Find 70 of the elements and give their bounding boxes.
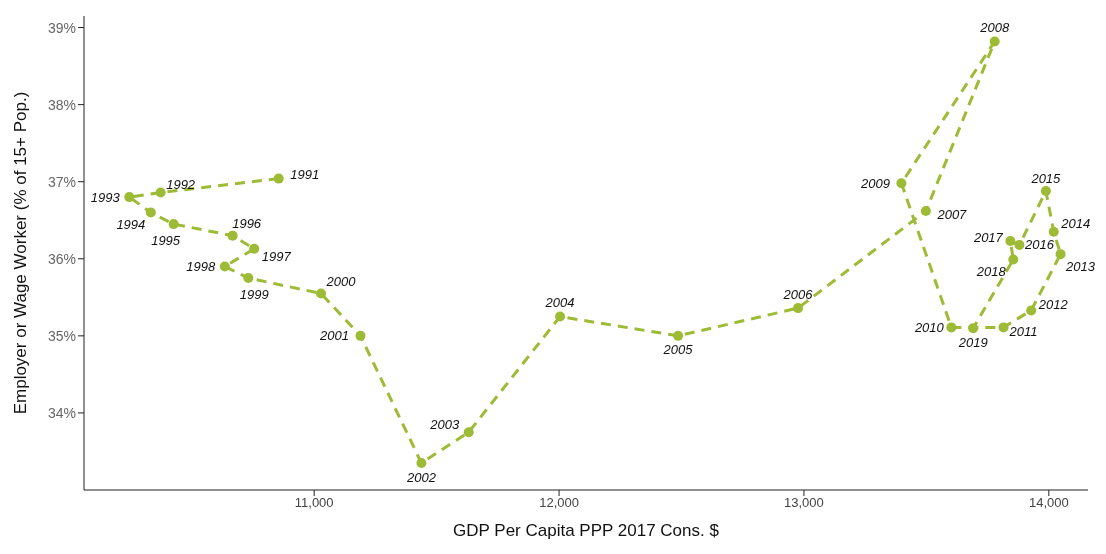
point: [168, 219, 179, 230]
annotation: 1994: [116, 217, 146, 233]
annotation: 2003: [429, 416, 460, 432]
annotation: 1993: [90, 189, 121, 205]
point: [1014, 239, 1025, 250]
point: [463, 427, 474, 438]
annotation: 1996: [232, 216, 262, 232]
point: [920, 206, 931, 216]
annotation: 2019: [957, 334, 988, 350]
point: [355, 330, 366, 341]
point: [673, 330, 684, 341]
annotation: 2010: [913, 319, 945, 335]
annotation: 2007: [936, 207, 968, 223]
annotation: 2012: [1037, 296, 1069, 312]
annotation: 2000: [325, 273, 357, 289]
point: [1008, 254, 1019, 265]
annotation: 2013: [1065, 258, 1096, 274]
annotation: 1992: [166, 177, 196, 192]
y-tick-label: 37%: [47, 173, 76, 190]
y-tick-label: 38%: [47, 96, 76, 113]
y-tick-label: 35%: [47, 327, 76, 344]
point: [989, 36, 1000, 47]
annotation: 2008: [979, 19, 1010, 35]
y-tick-label: 34%: [47, 404, 76, 421]
annotation: 2002: [405, 469, 437, 485]
point: [896, 178, 907, 189]
annotation: 1998: [186, 258, 217, 274]
point: [145, 207, 156, 218]
annotation: 2005: [662, 342, 694, 358]
annotation: 2001: [319, 328, 349, 344]
point: [219, 261, 230, 272]
point: [555, 311, 566, 322]
x-tick-label: 11,000: [294, 495, 334, 511]
point: [249, 243, 260, 254]
x-tick-label: 13,000: [784, 495, 824, 511]
annotation: 2018: [975, 264, 1007, 280]
x-axis-title: GDP Per Capita PPP 2017 Cons. $: [453, 521, 720, 540]
point: [1040, 185, 1051, 196]
point: [243, 273, 254, 284]
annotation: 2011: [1008, 323, 1038, 339]
annotation: 2006: [782, 286, 814, 302]
y-tick-label: 39%: [47, 19, 76, 36]
point: [998, 322, 1009, 333]
point: [227, 230, 238, 241]
point: [316, 288, 327, 299]
annotation: 2014: [1060, 216, 1091, 232]
point: [968, 323, 979, 334]
x-tick-label: 12,000: [539, 495, 579, 511]
point: [1055, 249, 1066, 260]
annotation: 2009: [859, 175, 890, 191]
x-tick-label: 14,000: [1028, 495, 1069, 511]
point: [793, 303, 804, 314]
point: [124, 192, 135, 203]
annotation: 1997: [261, 249, 292, 265]
point: [416, 458, 427, 469]
point: [273, 173, 284, 184]
annotation: 1999: [239, 286, 269, 302]
annotation: 2016: [1023, 237, 1055, 253]
annotation: 1991: [290, 167, 320, 183]
point: [155, 187, 166, 198]
annotation: 2017: [972, 229, 1004, 245]
y-tick-label: 36%: [47, 250, 76, 267]
point: [1026, 305, 1037, 316]
annotation: 2015: [1030, 171, 1062, 187]
annotation: 1995: [151, 232, 181, 248]
point: [946, 322, 957, 333]
point: [1005, 236, 1016, 247]
y-axis-title: Employer or Wage Worker (% of 15+ Pop.): [11, 91, 31, 415]
annotation: 2004: [544, 295, 575, 311]
point: [1048, 226, 1059, 237]
